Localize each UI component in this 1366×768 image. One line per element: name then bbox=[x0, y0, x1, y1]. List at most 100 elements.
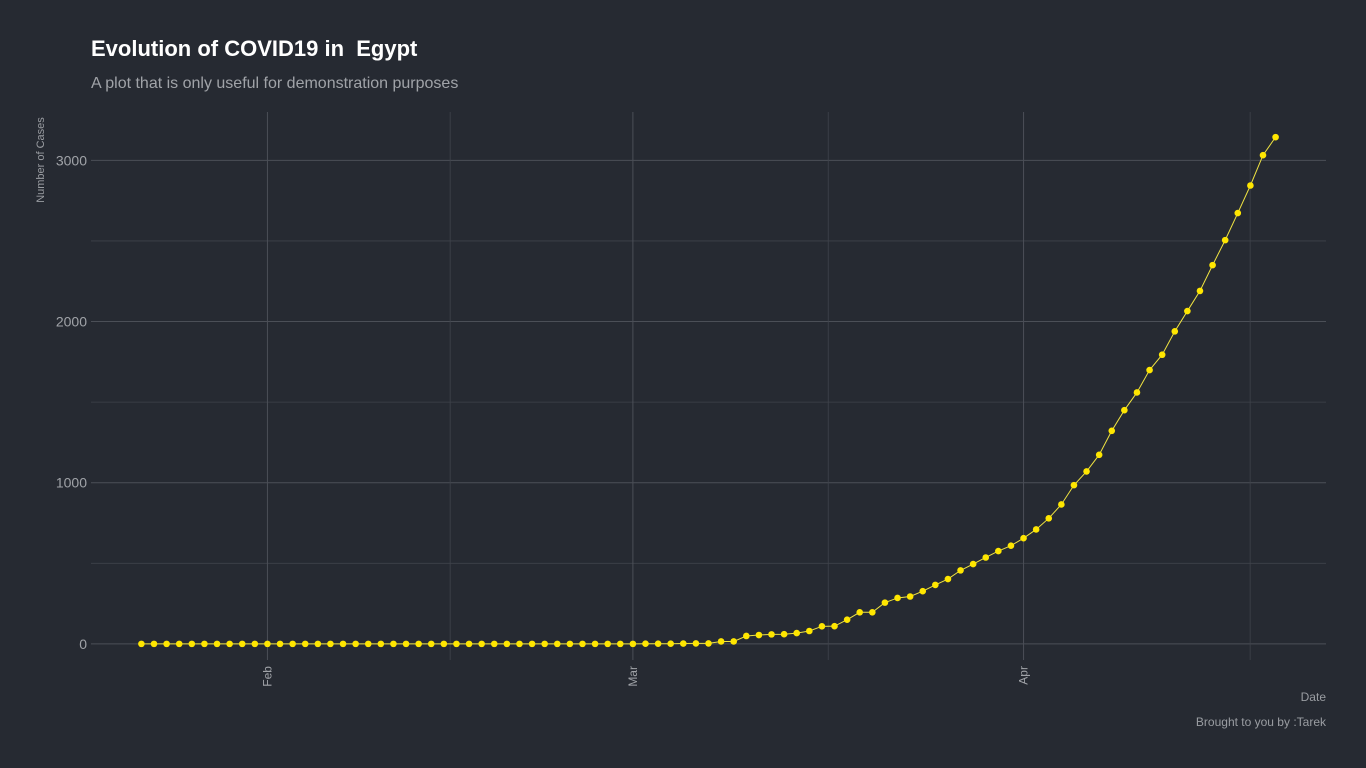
data-point bbox=[1007, 542, 1015, 550]
data-point bbox=[944, 575, 952, 583]
x-tick-label: Apr bbox=[1017, 666, 1031, 685]
data-point bbox=[1020, 534, 1027, 542]
data-point bbox=[856, 608, 864, 616]
data-point bbox=[1247, 182, 1254, 189]
data-point bbox=[843, 616, 851, 624]
data-point bbox=[175, 640, 183, 648]
data-point bbox=[415, 640, 422, 648]
data-point bbox=[226, 640, 233, 648]
data-point bbox=[553, 640, 561, 648]
data-point bbox=[453, 640, 460, 648]
data-point bbox=[1221, 236, 1229, 244]
data-point bbox=[541, 640, 548, 648]
data-point bbox=[894, 594, 901, 602]
data-point bbox=[377, 640, 385, 648]
data-point bbox=[1045, 515, 1053, 522]
data-point bbox=[806, 627, 813, 635]
data-point bbox=[352, 640, 359, 648]
x-tick-label: Mar bbox=[626, 666, 640, 687]
data-point bbox=[780, 630, 788, 638]
data-point bbox=[642, 640, 649, 648]
data-point bbox=[1146, 366, 1153, 374]
data-point bbox=[654, 640, 662, 648]
data-point bbox=[465, 640, 473, 648]
data-point bbox=[982, 554, 990, 561]
x-axis-label: Date bbox=[1300, 690, 1326, 704]
data-point bbox=[818, 623, 826, 630]
data-point bbox=[730, 638, 738, 645]
data-point bbox=[692, 640, 700, 647]
data-point bbox=[1095, 451, 1103, 459]
data-point bbox=[793, 629, 801, 637]
data-point bbox=[919, 587, 927, 595]
data-point bbox=[516, 640, 523, 648]
data-point bbox=[251, 640, 259, 648]
data-point bbox=[390, 640, 397, 648]
data-point bbox=[314, 640, 322, 648]
data-point bbox=[906, 593, 914, 600]
data-point bbox=[1272, 133, 1279, 141]
data-point bbox=[188, 640, 196, 648]
data-point bbox=[289, 640, 296, 648]
data-point bbox=[264, 640, 271, 648]
data-point bbox=[490, 640, 498, 648]
data-point bbox=[969, 560, 977, 568]
data-point bbox=[150, 640, 158, 648]
data-point bbox=[1070, 481, 1078, 489]
data-point bbox=[1184, 307, 1191, 315]
data-point bbox=[440, 640, 448, 648]
data-point bbox=[1083, 468, 1090, 475]
data-point bbox=[427, 640, 435, 648]
data-point bbox=[276, 640, 284, 648]
data-point bbox=[1133, 389, 1141, 396]
data-point bbox=[238, 640, 246, 648]
data-point bbox=[755, 631, 763, 639]
data-point bbox=[1032, 526, 1040, 533]
data-point bbox=[1234, 209, 1242, 217]
data-point bbox=[163, 640, 170, 648]
chart-title: Evolution of COVID19 in Egypt bbox=[91, 36, 418, 61]
y-tick-label: 0 bbox=[79, 636, 87, 652]
series-line bbox=[141, 136, 1277, 645]
chart-subtitle: A plot that is only useful for demonstra… bbox=[91, 75, 459, 92]
data-point bbox=[566, 640, 574, 648]
data-point bbox=[616, 640, 624, 648]
data-point bbox=[1158, 351, 1166, 359]
data-point bbox=[201, 640, 208, 648]
data-point bbox=[1171, 328, 1179, 335]
data-point bbox=[667, 640, 674, 648]
data-point bbox=[1209, 261, 1216, 269]
data-point bbox=[881, 599, 889, 606]
data-point bbox=[528, 640, 536, 648]
data-point bbox=[402, 640, 410, 648]
data-point bbox=[679, 640, 687, 647]
y-tick-label: 2000 bbox=[56, 314, 87, 330]
data-point bbox=[478, 640, 485, 648]
data-point bbox=[1108, 427, 1116, 435]
data-point bbox=[213, 640, 221, 648]
data-point bbox=[869, 608, 876, 616]
data-point bbox=[364, 640, 372, 648]
data-point bbox=[339, 640, 347, 648]
data-point bbox=[1121, 406, 1128, 414]
data-point bbox=[604, 640, 611, 648]
data-point bbox=[831, 622, 838, 630]
data-point bbox=[579, 640, 586, 648]
data-point bbox=[995, 547, 1002, 555]
data-point bbox=[705, 640, 712, 647]
data-point bbox=[743, 632, 750, 640]
data-point bbox=[327, 640, 334, 648]
data-point bbox=[1196, 287, 1204, 295]
data-point bbox=[629, 640, 637, 648]
data-point bbox=[1259, 151, 1267, 159]
data-point bbox=[768, 631, 775, 638]
chart-caption: Brought to you by :Tarek bbox=[1195, 715, 1326, 729]
data-point bbox=[503, 640, 511, 648]
data-point bbox=[957, 567, 964, 574]
y-tick-label: 1000 bbox=[56, 475, 87, 491]
data-point bbox=[932, 581, 939, 589]
data-point bbox=[717, 638, 725, 645]
data-point bbox=[301, 640, 309, 648]
